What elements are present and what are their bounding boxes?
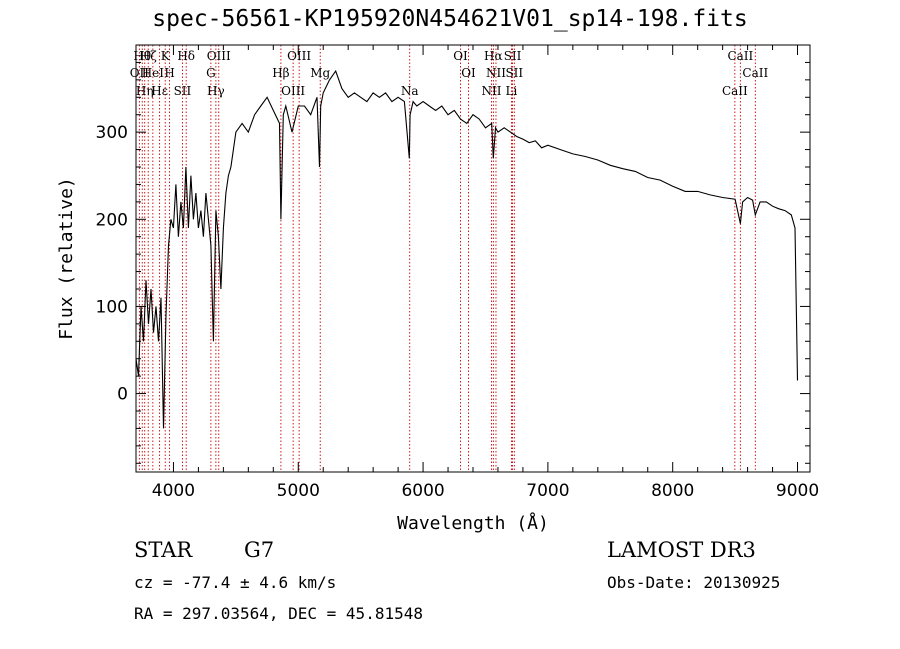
line-marker-label: Hα <box>484 49 503 63</box>
redshift-text: cz = -77.4 ± 4.6 km/s <box>134 573 337 592</box>
line-marker-label: OIII <box>287 49 311 63</box>
y-axis-label: Flux (relative) <box>56 177 77 340</box>
line-marker-label: SII <box>504 49 522 63</box>
line-marker-label: Mg <box>310 66 330 80</box>
y-tick-label: 0 <box>117 385 128 405</box>
line-marker-label: NII <box>481 84 501 98</box>
x-axis-ticks: 4000 5000 6000 7000 8000 9000 <box>152 45 819 501</box>
line-marker-label: G <box>206 66 216 80</box>
y-axis-ticks: 0 100 200 300 <box>96 44 810 464</box>
spectrum-line <box>135 69 799 429</box>
plot-frame <box>135 44 811 473</box>
obs-date: Obs-Date: 20130925 <box>607 573 781 592</box>
x-tick-label: 6000 <box>401 481 444 501</box>
line-marker-label: K <box>161 49 171 63</box>
line-marker-label: Li <box>506 84 518 98</box>
line-marker-label: Hθ <box>133 49 151 63</box>
line-markers <box>138 45 756 472</box>
line-marker-label: Hζ <box>140 49 157 63</box>
line-marker-label: Hη <box>136 84 154 98</box>
x-tick-label: 7000 <box>526 481 569 501</box>
line-marker-label: Na <box>401 84 419 98</box>
survey-name: LAMOST DR3 <box>607 538 756 562</box>
line-marker-label: Hε <box>151 84 168 98</box>
x-tick-label: 5000 <box>277 481 320 501</box>
coordinates: RA = 297.03564, DEC = 45.81548 <box>134 604 423 623</box>
object-type: STAR <box>134 538 193 562</box>
line-marker-label: OIII <box>281 84 305 98</box>
x-tick-label: 8000 <box>651 481 694 501</box>
line-marker-label: Hδ <box>177 49 195 63</box>
line-marker-label: SII <box>505 66 523 80</box>
line-marker-label: CaII <box>722 84 748 98</box>
object-class: G7 <box>244 538 275 562</box>
line-marker-label: Hβ <box>272 66 289 80</box>
line-marker-label: CaII <box>742 66 768 80</box>
plot-title: spec-56561-KP195920N454621V01_sp14-198.f… <box>152 6 748 32</box>
y-tick-label: 100 <box>96 297 128 317</box>
line-marker-label: Hγ <box>207 84 225 98</box>
x-tick-label: 4000 <box>152 481 195 501</box>
x-axis-label: Wavelength (Å) <box>397 512 549 534</box>
line-marker-label: OIII <box>207 49 231 63</box>
line-marker-label: CaII <box>727 49 753 63</box>
line-marker-label: H <box>164 66 174 80</box>
line-marker-label: OI <box>453 49 468 63</box>
line-marker-label: OII <box>130 66 150 80</box>
line-marker-label: HeI <box>142 66 165 80</box>
line-marker-labels: HθOIIHηHζHeIHεKHSIIHδGHγOIIIHβOIIIOIIIMg… <box>130 49 769 98</box>
line-marker-label: OI <box>461 66 476 80</box>
y-tick-label: 300 <box>96 123 128 143</box>
line-marker-label: NII <box>486 66 506 80</box>
line-marker-label: SII <box>174 84 192 98</box>
y-tick-label: 200 <box>96 210 128 230</box>
x-tick-label: 9000 <box>776 481 819 501</box>
